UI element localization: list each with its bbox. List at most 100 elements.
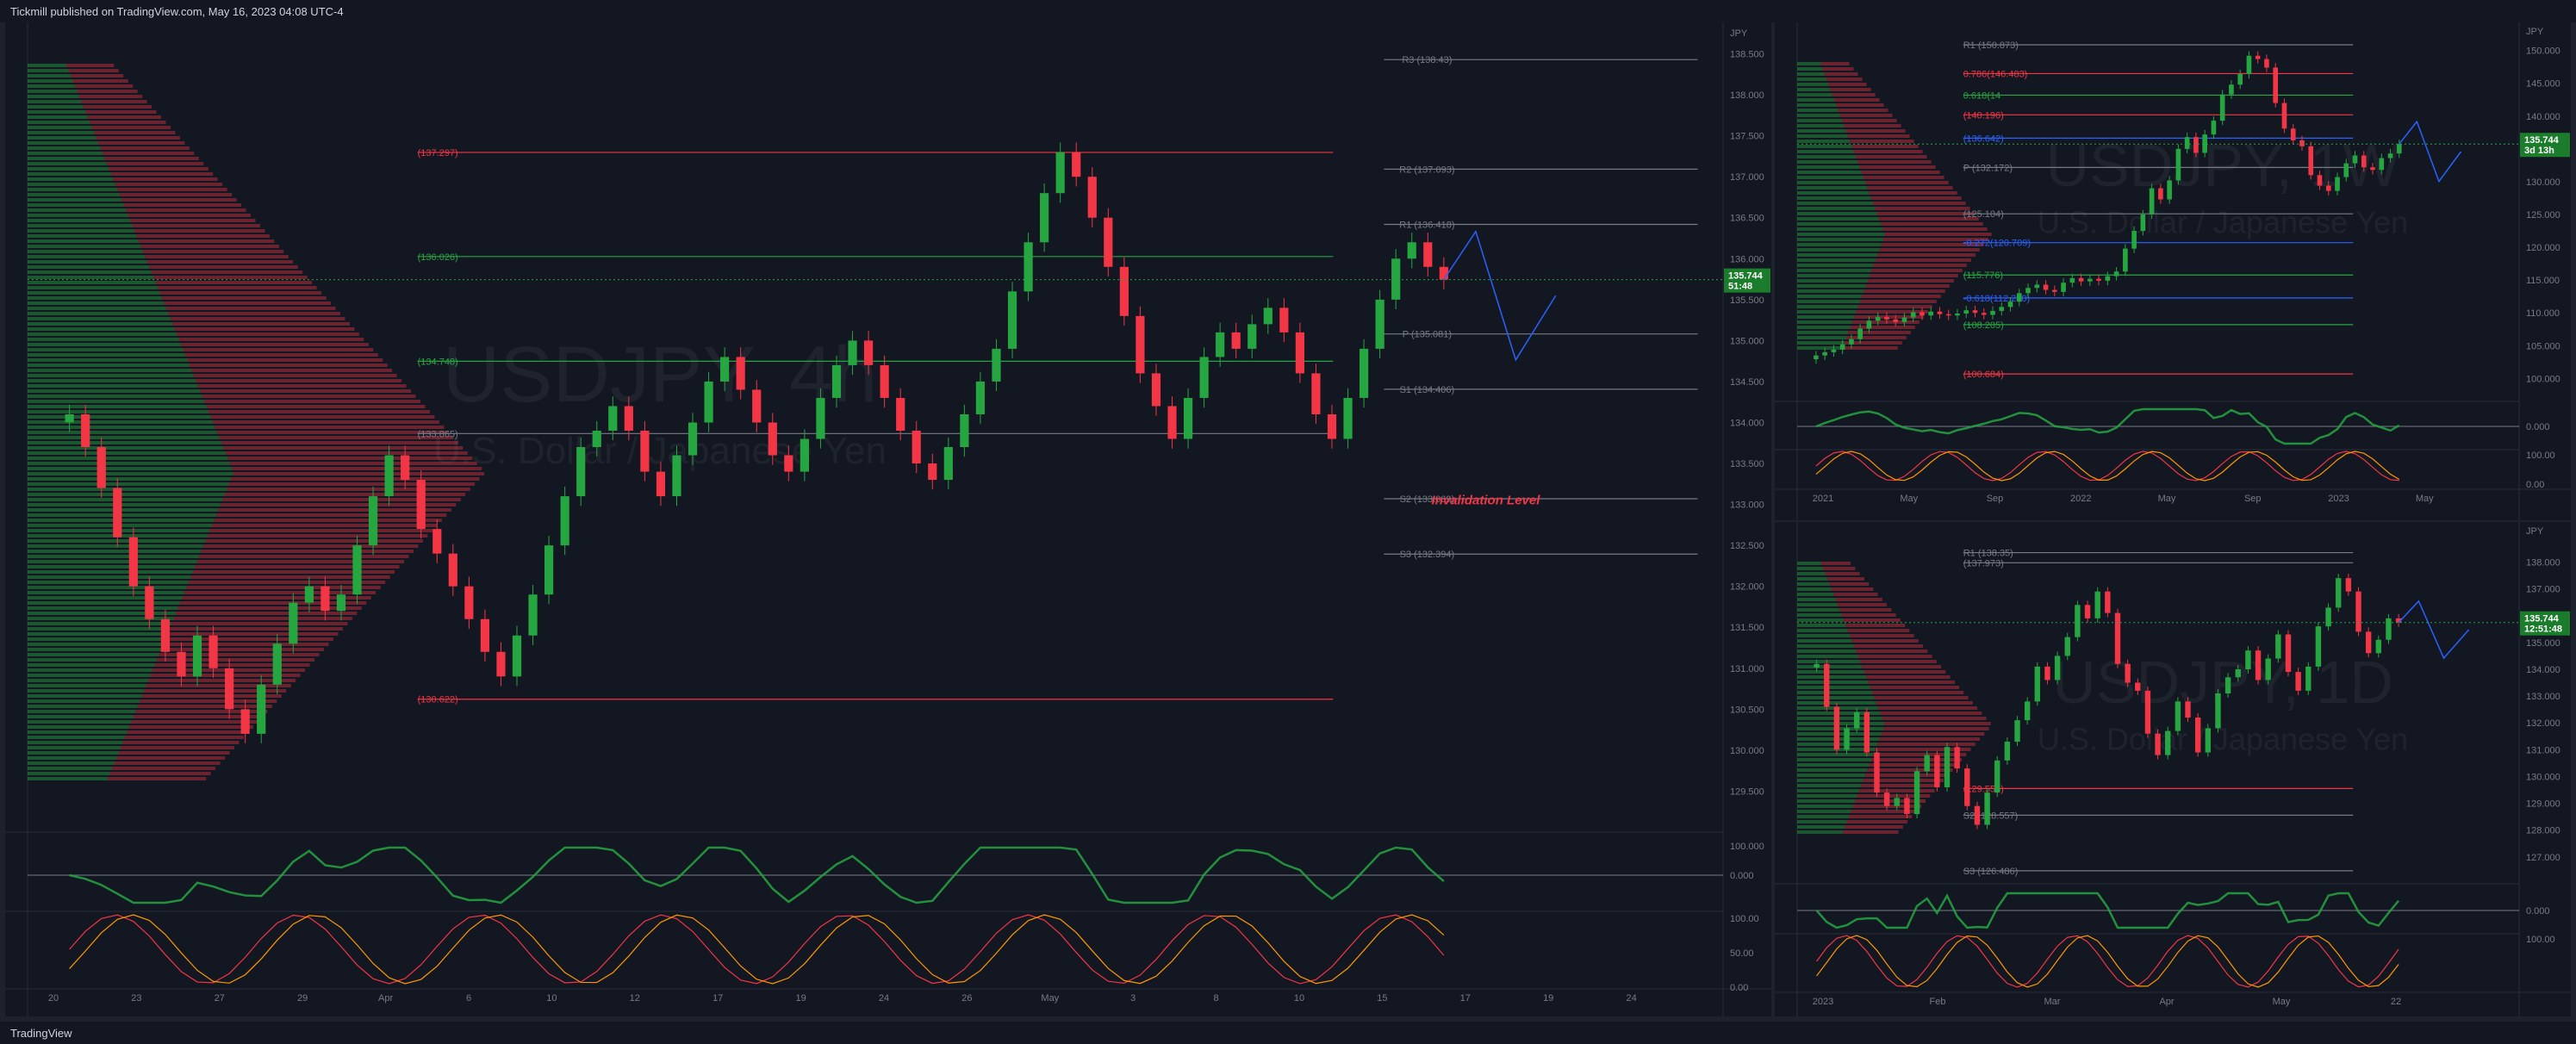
volume-profile-bar [215, 513, 447, 517]
chart-panel-4h[interactable]: USDJPY, 4h U.S. Dollar / Japanese Yen JPY 1… [5, 22, 1771, 1016]
volume-profile-bar [182, 596, 371, 600]
volume-profile-bar [220, 503, 457, 506]
chart-panel-daily[interactable]: USDJPY, 1D U.S. Dollar / Japanese Yen JPY 1… [1775, 522, 2571, 1016]
candle-body [2016, 293, 2022, 302]
last-price-value: 135.744 [2524, 135, 2560, 146]
last-price-badge-bg [1724, 268, 1770, 293]
volume-profile-bar [148, 679, 296, 682]
volume-profile-bar [104, 157, 199, 160]
volume-profile-bar [28, 208, 127, 212]
candle-body [1119, 266, 1129, 316]
volume-profile-bar [28, 384, 198, 388]
bar-countdown: 51:48 [1728, 282, 1752, 292]
volume-profile-bar [1863, 779, 1944, 782]
y-tick-label: 129.000 [2526, 799, 2560, 810]
volume-profile-bar [100, 146, 190, 150]
candle-body [975, 381, 986, 414]
volume-profile-bar [151, 270, 303, 274]
candle-body [2211, 121, 2217, 135]
level-label: S3 (132.394) [1400, 550, 1455, 560]
volume-profile-bar [222, 498, 461, 501]
volume-profile-bar [1858, 789, 1935, 792]
volume-profile-bar [1875, 207, 1970, 210]
volume-profile-bar [81, 100, 147, 103]
volume-profile-bar [28, 317, 171, 320]
volume-profile-bar [204, 400, 421, 403]
candle-body [2202, 134, 2207, 153]
candle-body [2370, 167, 2375, 171]
volume-profile-bar [28, 224, 133, 227]
volume-profile-bar [1797, 233, 1885, 236]
candle-body [2007, 301, 2013, 308]
volume-profile-bar [28, 229, 134, 233]
volume-profile-bar [1797, 134, 1848, 138]
volume-profile-bar [1797, 613, 1842, 617]
volume-profile-bar [28, 426, 215, 429]
candle-body [1866, 320, 1872, 329]
candle-body [943, 447, 953, 481]
volume-profile-bar [28, 157, 105, 160]
x-tick-label: 29 [297, 993, 308, 1004]
volume-profile-bar [1837, 603, 1888, 606]
candle-body [1199, 357, 1209, 398]
candle-body [401, 455, 410, 481]
level-label: R1 (150.873) [1963, 40, 2019, 51]
volume-profile-bar [214, 519, 442, 522]
y-tick-label: 138.500 [1730, 50, 1764, 60]
volume-profile-bar [1797, 598, 1836, 601]
candle-body [2075, 605, 2081, 637]
candle-body [2224, 677, 2231, 693]
candle-body [336, 594, 346, 612]
stochastic-k-line [1816, 935, 2399, 988]
volume-profile-bar [1876, 701, 1973, 705]
y-tick-label: 135.000 [1730, 336, 1764, 346]
volume-profile-bar [28, 627, 170, 631]
volume-profile-bar [77, 90, 138, 93]
stochastic-tick: 100.00 [2526, 451, 2555, 461]
volume-profile-bar [1797, 289, 1864, 293]
volume-profile-bar [28, 364, 190, 367]
candle-body [752, 389, 762, 423]
watermark-symbol: USDJPY, 4h [443, 331, 878, 419]
candles [1814, 574, 2402, 830]
volume-profile-bar [28, 343, 182, 346]
volume-profile-bar [28, 255, 146, 258]
volume-profile-bar [1850, 326, 1915, 329]
volume-profile-bar [28, 353, 186, 357]
candle-body [2135, 682, 2141, 691]
stochastic-d-line [1816, 935, 2399, 988]
volume-profile-bar [28, 513, 216, 517]
volume-profile-bar [186, 586, 381, 589]
candle-body [1981, 313, 1987, 315]
volume-profile-bar [28, 544, 204, 548]
volume-profile-bar [1797, 717, 1882, 720]
candle-body [720, 357, 730, 382]
candle-body [2379, 158, 2385, 171]
candle-body [272, 643, 282, 685]
volume-profile-bar [197, 384, 407, 388]
chart-panel-weekly[interactable]: USDJPY, 1W U.S. Dollar / Japanese Yen JPY 1… [1775, 22, 2571, 520]
volume-profile-bar [28, 90, 78, 93]
volume-profile-bar [1827, 577, 1864, 581]
volume-profile-bar [1873, 202, 1966, 205]
candle-body [1087, 177, 1097, 218]
stochastic-k-line [69, 914, 1445, 985]
candle-body [1963, 310, 1969, 314]
chart-svg: USDJPY, 1W U.S. Dollar / Japanese Yen JPY 1… [1775, 22, 2571, 520]
volume-profile-bar [28, 379, 196, 382]
candle-body [113, 488, 122, 538]
volume-profile-bar [28, 498, 223, 501]
volume-profile-bar [1836, 103, 1884, 107]
y-tick-label: 134.000 [2526, 665, 2560, 675]
volume-profile-bar [28, 767, 113, 770]
volume-profile-bar [28, 395, 202, 398]
volume-profile-bar [28, 84, 75, 88]
volume-profile-bar [211, 524, 438, 527]
volume-profile-bar [1797, 181, 1866, 184]
watermark-description: U.S. Dollar / Japanese Yen [433, 430, 887, 472]
x-tick-label: May [2416, 494, 2434, 504]
candle-body [2290, 128, 2296, 140]
volume-profile-bar [1871, 691, 1964, 694]
volume-profile-bar [1797, 196, 1871, 200]
volume-profile-bar [28, 239, 139, 243]
